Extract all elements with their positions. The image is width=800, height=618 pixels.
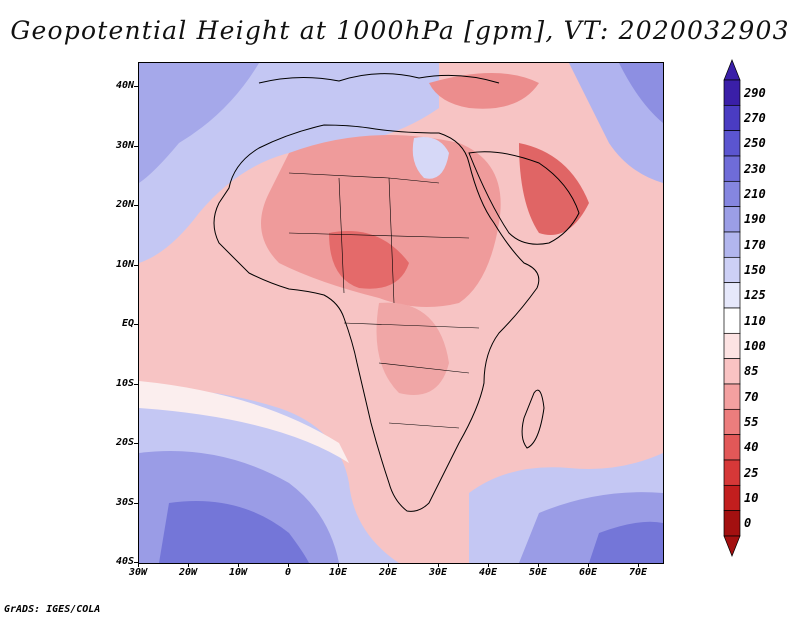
colorbar-top-arrow (723, 59, 741, 81)
colorbar-label: 250 (744, 136, 766, 151)
lat-tick (134, 264, 138, 266)
lon-label: 50E (528, 567, 548, 578)
lat-tick (134, 145, 138, 147)
lat-label: 40S (115, 556, 134, 567)
lon-label: 20E (378, 567, 398, 578)
colorbar-label: 70 (744, 389, 759, 404)
colorbar-label: 190 (744, 212, 766, 227)
lon-tick (438, 563, 439, 567)
colorbar-segment (723, 383, 741, 410)
lon-label: 30E (428, 567, 448, 578)
colorbar-label: 230 (744, 161, 766, 176)
lat-tick (134, 324, 138, 325)
lat-label: 10N (115, 258, 134, 270)
field-ne-blue-deep (619, 63, 663, 123)
field-white-band (139, 381, 349, 463)
lon-tick (588, 563, 589, 567)
colorbar-segment (723, 206, 741, 233)
colorbar-label: 290 (744, 85, 766, 100)
colorbar-segment (723, 256, 741, 284)
lat-label: 40N (115, 80, 134, 91)
lon-tick (288, 563, 289, 567)
lon-label: 10E (328, 567, 348, 578)
colorbar-segment (723, 434, 741, 461)
colorbar-label: 40 (744, 440, 759, 455)
lon-tick (388, 563, 389, 567)
field-sw-blue-deep (159, 501, 309, 563)
lat-label: 30S (115, 496, 134, 508)
lon-label: 10W (228, 567, 248, 578)
colorbar-segment (723, 130, 741, 157)
field-congo (376, 302, 449, 395)
colorbar-label: 0 (744, 516, 752, 531)
lon-tick (238, 563, 239, 567)
colorbar-segment (723, 155, 741, 182)
colorbar-label: 10 (744, 491, 759, 505)
colorbar-segment (723, 180, 741, 208)
colorbar-segment (723, 79, 741, 106)
geopotential-map (139, 63, 663, 563)
colorbar-segment (723, 510, 741, 537)
colorbar-segment (723, 332, 741, 360)
colorbar-segment (723, 408, 741, 436)
colorbar-label: 100 (744, 339, 766, 353)
map-panel (138, 62, 664, 564)
country-borders (288, 172, 480, 429)
lat-label: 20N (115, 199, 134, 210)
lat-tick (134, 86, 138, 87)
colorbar-label: 210 (744, 187, 766, 201)
arabia-coastline (468, 151, 580, 245)
europe-coastline (258, 73, 500, 84)
field-se-blue-deep (589, 521, 663, 563)
lat-tick (134, 205, 138, 206)
colorbar-label: 25 (744, 465, 759, 480)
credit-text: GrADS: IGES/COLA (4, 604, 101, 615)
lon-tick (488, 563, 489, 567)
colorbar-bottom-arrow (723, 535, 741, 557)
colorbar-segment (723, 459, 741, 486)
colorbar-label: 170 (744, 237, 766, 252)
lat-label: EQ (121, 318, 134, 329)
field-arabia-red (519, 143, 589, 235)
lon-tick (638, 563, 639, 567)
lon-label: 40E (478, 567, 498, 578)
colorbar-segment (723, 307, 741, 334)
colorbar-label: 55 (744, 415, 759, 429)
lon-label: 30W (128, 567, 148, 578)
lon-label: 60E (578, 567, 598, 578)
colorbar-segment (723, 231, 741, 258)
lat-tick (134, 502, 138, 504)
lon-tick (138, 563, 139, 567)
lon-label: 20W (178, 567, 198, 578)
colorbar-label: 270 (744, 111, 766, 125)
colorbar-segment (723, 358, 741, 385)
colorbar-label: 125 (744, 288, 766, 303)
lat-tick (134, 443, 138, 444)
colorbar-label: 110 (744, 313, 766, 328)
lon-tick (538, 563, 539, 567)
colorbar-segment (723, 484, 741, 512)
field-sahara (261, 135, 501, 307)
madagascar-coastline (521, 389, 545, 449)
lat-label: 30N (115, 139, 134, 151)
lat-tick (134, 383, 138, 385)
field-egypt-blue (412, 137, 449, 179)
colorbar-segment (723, 282, 741, 309)
lat-label: 20S (115, 437, 134, 448)
africa-coastline (213, 124, 540, 512)
lon-tick (188, 563, 189, 567)
chart-title: Geopotential Height at 1000hPa [gpm], VT… (10, 16, 790, 45)
lon-label: 70E (628, 567, 648, 578)
field-med-red (429, 73, 539, 109)
colorbar-label: 85 (744, 364, 759, 379)
field-nw-blue-deep (139, 63, 259, 183)
colorbar-label: 150 (744, 263, 766, 277)
field-sahel-red (329, 231, 409, 289)
lat-label: 10S (115, 377, 134, 389)
colorbar-segment (723, 104, 741, 132)
lon-label: 0 (284, 567, 292, 578)
colorbar (723, 59, 741, 557)
lon-tick (338, 563, 339, 567)
lat-tick (134, 562, 138, 563)
